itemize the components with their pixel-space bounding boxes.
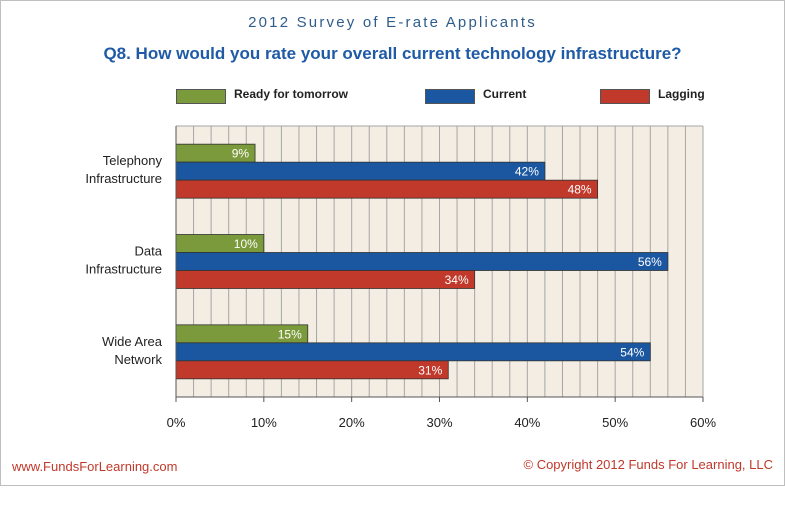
- legend: Ready for tomorrow Current Lagging: [0, 86, 785, 106]
- bar: [175, 270, 476, 289]
- data-label: 54%: [620, 345, 644, 359]
- website-link[interactable]: www.FundsForLearning.com: [12, 459, 178, 474]
- legend-swatch-lagging: [600, 89, 650, 104]
- data-label: 9%: [232, 147, 250, 161]
- data-label: 56%: [638, 255, 662, 269]
- category-label: Wide Area: [102, 334, 163, 349]
- data-label: 48%: [568, 183, 592, 197]
- legend-label-current: Current: [483, 87, 527, 101]
- data-label: 42%: [515, 165, 539, 179]
- category-label: Network: [114, 352, 162, 367]
- data-label: 31%: [418, 363, 442, 377]
- x-tick-label: 40%: [514, 415, 540, 430]
- category-label: Telephony: [103, 153, 163, 168]
- data-label: 15%: [278, 327, 302, 341]
- x-tick-label: 30%: [426, 415, 452, 430]
- bar: [175, 161, 546, 181]
- legend-label-ready: Ready for tomorrow: [234, 87, 349, 101]
- bar: [175, 342, 651, 362]
- data-label: 34%: [445, 273, 469, 287]
- copyright-text: © Copyright 2012 Funds For Learning, LLC: [523, 457, 774, 472]
- category-label: Data: [135, 244, 163, 259]
- survey-title: 2012 Survey of E-rate Applicants: [248, 14, 537, 31]
- bar: [175, 179, 599, 199]
- legend-swatch-ready: [176, 89, 226, 104]
- category-label: Infrastructure: [85, 171, 162, 186]
- x-tick-label: 50%: [602, 415, 628, 430]
- x-tick-label: 20%: [339, 415, 365, 430]
- data-label: 10%: [234, 237, 258, 251]
- legend-label-lagging: Lagging: [658, 87, 705, 101]
- legend-swatch-current: [425, 89, 475, 104]
- x-tick-label: 60%: [690, 415, 716, 430]
- question-title: Q8. How would you rate your overall curr…: [103, 44, 682, 63]
- category-label: Infrastructure: [85, 262, 162, 277]
- x-tick-label: 0%: [167, 415, 186, 430]
- x-tick-label: 10%: [251, 415, 277, 430]
- bar: [175, 360, 449, 380]
- bar: [175, 252, 669, 271]
